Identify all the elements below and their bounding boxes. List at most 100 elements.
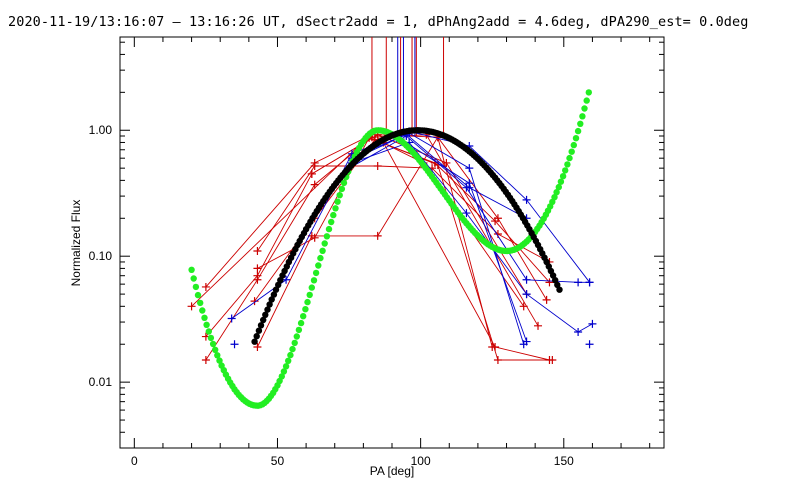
green-model-dot xyxy=(297,319,305,327)
green-model-dot xyxy=(570,141,577,149)
green-model-dot xyxy=(282,363,290,370)
green-model-dot xyxy=(194,291,202,299)
data-point xyxy=(585,340,594,349)
data-point xyxy=(253,246,262,255)
black-model-dot xyxy=(266,301,273,308)
data-point xyxy=(522,337,531,346)
black-model-dot xyxy=(255,327,263,334)
black-model-dot xyxy=(260,316,267,324)
data-point xyxy=(465,164,474,173)
series-line xyxy=(311,134,547,301)
green-model-dot xyxy=(199,307,206,314)
green-model-dot xyxy=(287,351,294,359)
green-model-dot xyxy=(336,192,343,199)
data-point xyxy=(187,302,196,311)
data-point xyxy=(574,328,583,337)
green-model-dot xyxy=(574,127,582,135)
green-model-dot xyxy=(317,254,324,262)
x-tick-label: 50 xyxy=(271,454,285,468)
black-model-dot xyxy=(272,286,280,293)
green-model-dot xyxy=(212,346,219,353)
data-point xyxy=(522,290,531,299)
axis-tick-labels: 0 50 100 150 0.01 0.10 1.00 xyxy=(89,123,574,468)
data-point xyxy=(522,275,531,284)
data-point xyxy=(522,195,531,204)
black-model-dot xyxy=(556,286,563,293)
green-model-dot xyxy=(308,284,315,291)
green-model-dot xyxy=(289,345,296,353)
chart-title: 2020-11-19/13:16:07 – 13:16:26 UT, dSect… xyxy=(8,14,749,30)
green-model-dot xyxy=(577,120,584,128)
green-model-dot xyxy=(216,357,223,364)
green-model-dot xyxy=(302,306,309,313)
green-model-dot xyxy=(338,185,346,193)
data-point xyxy=(310,162,319,171)
black-model-dot xyxy=(554,281,561,289)
green-model-dot xyxy=(557,178,565,185)
data-point xyxy=(230,340,239,349)
green-model-dot xyxy=(332,205,339,212)
data-point xyxy=(493,214,502,223)
green-model-dot xyxy=(315,262,322,269)
data-point xyxy=(307,169,316,178)
series-line xyxy=(351,132,525,345)
green-model-dot xyxy=(566,154,573,162)
data-point xyxy=(373,162,382,171)
data-point xyxy=(574,278,583,287)
series-line xyxy=(256,136,493,348)
green-model-dot xyxy=(330,211,337,219)
data-point xyxy=(201,282,210,291)
green-model-dot xyxy=(306,291,313,299)
green-model-dot xyxy=(321,240,328,247)
green-model-dot xyxy=(201,314,208,321)
data-point xyxy=(545,278,554,287)
green-model-dot xyxy=(579,113,586,120)
green-model-dot xyxy=(295,326,303,334)
green-model-dot xyxy=(572,135,580,142)
green-model-dot xyxy=(207,334,215,342)
black-model-dot xyxy=(270,291,278,298)
green-model-dot xyxy=(300,313,307,320)
green-model-dot xyxy=(293,333,300,340)
data-point xyxy=(462,209,471,218)
green-model-dot xyxy=(340,179,348,187)
green-model-dot xyxy=(564,161,571,168)
green-model-dot xyxy=(188,266,195,273)
green-model-dot xyxy=(559,173,567,180)
green-model-dot xyxy=(583,97,590,104)
green-model-dot xyxy=(553,189,560,196)
axis-ticks xyxy=(120,37,664,449)
data-point xyxy=(534,321,543,330)
data-point xyxy=(310,180,319,189)
green-model-dot xyxy=(278,373,285,380)
green-model-dot xyxy=(203,321,210,328)
black-model-dot xyxy=(262,311,269,318)
green-model-dot xyxy=(551,194,558,201)
series-line xyxy=(351,141,593,333)
series-line xyxy=(351,133,527,219)
model-curves xyxy=(188,89,592,409)
green-model-dot xyxy=(555,183,562,191)
data-point xyxy=(250,297,259,306)
green-model-dot xyxy=(568,148,575,155)
data-point xyxy=(588,319,597,328)
green-model-dot xyxy=(319,247,326,254)
data-point xyxy=(488,343,497,352)
green-model-dot xyxy=(310,277,318,284)
vertical-markers xyxy=(371,37,445,137)
data-point xyxy=(465,179,474,188)
data-point xyxy=(201,355,210,364)
data-point xyxy=(493,355,502,364)
y-tick-label: 1.00 xyxy=(89,123,113,137)
y-tick-label: 0.10 xyxy=(89,249,113,263)
green-model-dot xyxy=(190,275,197,282)
series-line xyxy=(257,165,550,263)
green-model-dot xyxy=(325,225,333,233)
data-point xyxy=(585,278,594,287)
data-point xyxy=(227,314,236,323)
green-model-dot xyxy=(581,105,588,112)
y-tick-label: 0.01 xyxy=(89,375,113,389)
x-tick-label: 100 xyxy=(411,454,431,468)
green-model-dot xyxy=(562,167,569,174)
